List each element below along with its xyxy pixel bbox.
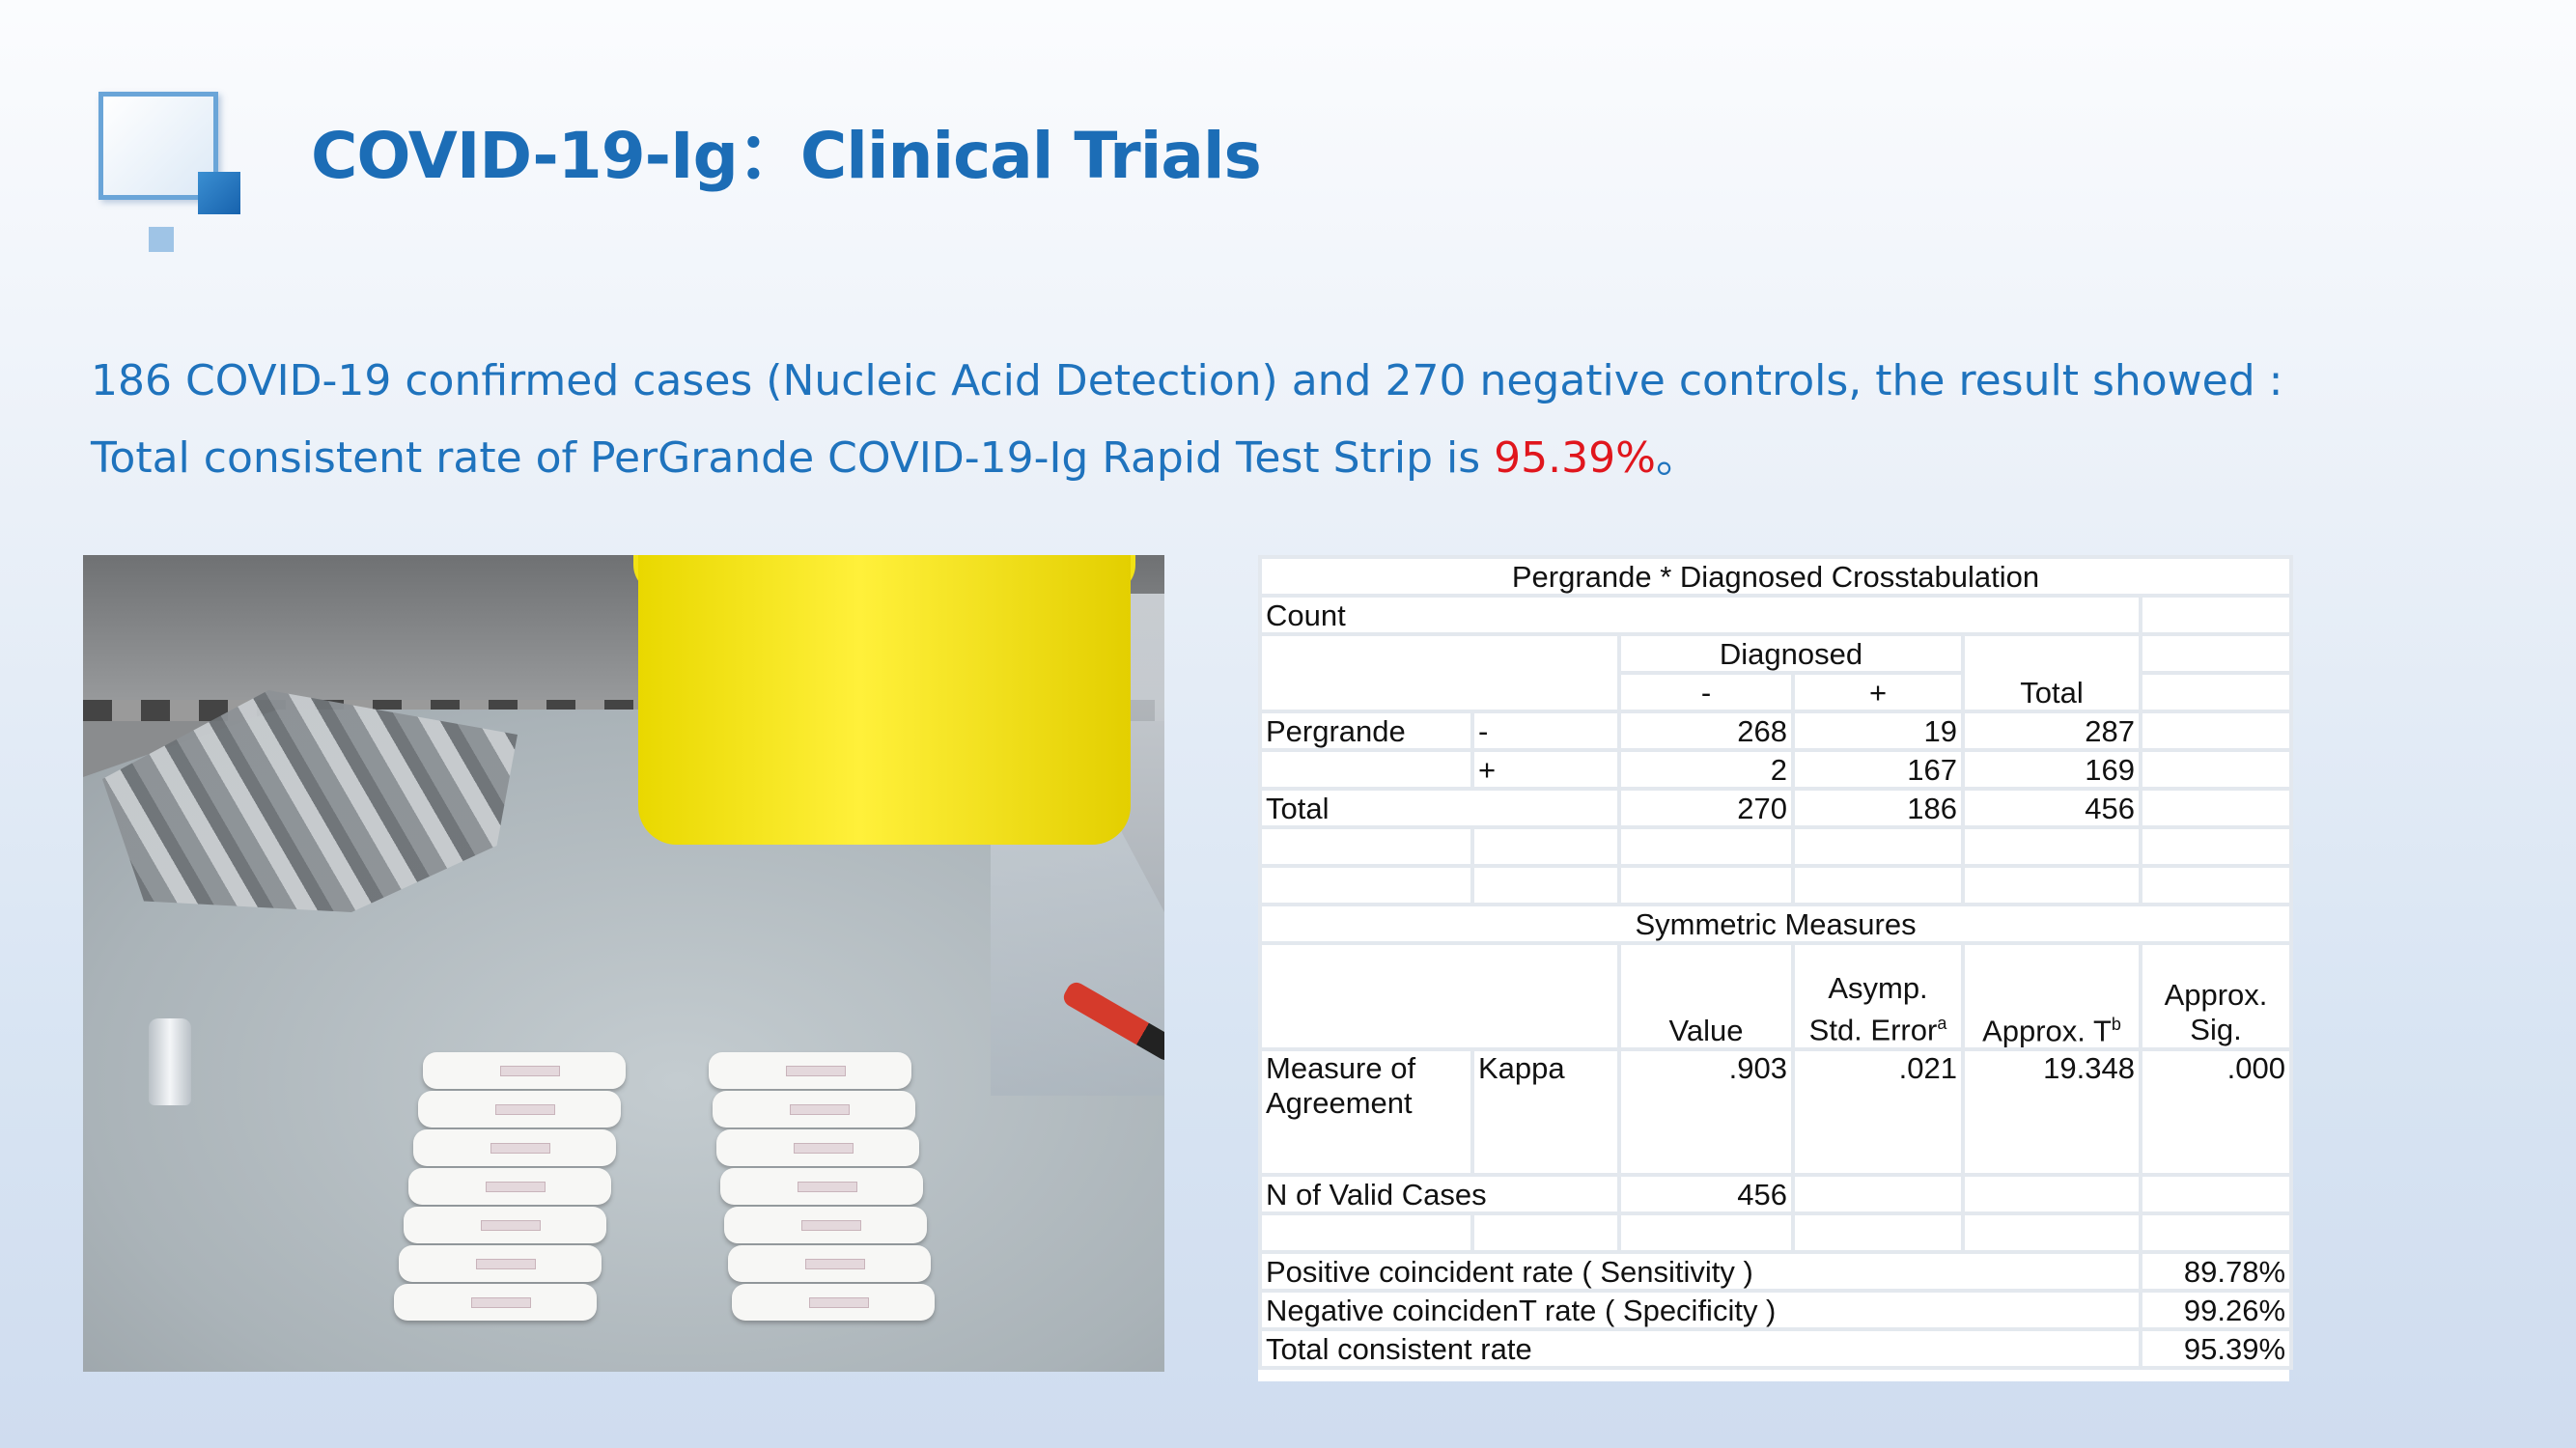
logo-small-square-icon: [149, 227, 174, 252]
test-strip: [394, 1284, 597, 1321]
spacer-row: [1258, 825, 2294, 868]
test-strip: [728, 1245, 931, 1282]
table-row: N of Valid Cases 456: [1258, 1173, 2294, 1215]
kappa-label: Kappa: [1470, 1047, 1621, 1177]
cell-value: 169: [1961, 748, 2142, 791]
total-rate-highlight: 95.39%: [1494, 433, 1656, 483]
count-row: Count: [1258, 594, 2294, 636]
results-table: Pergrande * Diagnosed Crosstabulation Co…: [1257, 555, 2294, 1370]
total-rate-label: Total consistent rate: [1258, 1327, 2142, 1370]
col-value-header: Value: [1617, 941, 1795, 1051]
col-asymp-header: Asymp. Std. Errora: [1791, 941, 1965, 1051]
test-strips-photo: [83, 555, 1164, 1372]
symmetric-title: Symmetric Measures: [1257, 903, 2294, 945]
col-approx-sig-header: Approx. Sig.: [2138, 941, 2294, 1051]
col-negative-header: -: [1617, 671, 1795, 713]
intro-line-1: 186 COVID-19 confirmed cases (Nucleic Ac…: [91, 356, 2283, 405]
intro-line-2: Total consistent rate of PerGrande COVID…: [91, 420, 2408, 497]
cell-value: 456: [1961, 787, 2142, 829]
row-label: +: [1470, 748, 1621, 791]
test-strip: [713, 1091, 915, 1128]
kappa-sig: .000: [2138, 1047, 2294, 1177]
cell-value: 287: [1961, 710, 2142, 752]
intro-text: 186 COVID-19 confirmed cases (Nucleic Ac…: [91, 343, 2408, 497]
rate-row: Negative coincidenT rate ( Specificity )…: [1258, 1289, 2294, 1331]
cell-value: 19: [1791, 710, 1965, 752]
sensitivity-value: 89.78%: [2138, 1250, 2294, 1293]
logo-frame-icon: [98, 92, 218, 200]
row-label: -: [1470, 710, 1621, 752]
page-title: COVID-19-Ig：Clinical Trials: [311, 119, 1262, 193]
valid-cases-value: 456: [1617, 1173, 1795, 1215]
intro-line-2-suffix: 。: [1655, 433, 1698, 483]
cell-value: 186: [1791, 787, 1965, 829]
rate-row: Positive coincident rate ( Sensitivity )…: [1258, 1250, 2294, 1293]
diagnosed-header: Diagnosed: [1617, 632, 1965, 675]
cell-value: 2: [1617, 748, 1795, 791]
col-approx-t-header: Approx. Tb: [1961, 941, 2142, 1051]
sensitivity-label: Positive coincident rate ( Sensitivity ): [1258, 1250, 2142, 1293]
kappa-asymp: .021: [1791, 1047, 1965, 1177]
photo-yellow-bucket: [638, 555, 1131, 845]
cell-value: 270: [1617, 787, 1795, 829]
spacer-row: [1258, 1211, 2294, 1254]
results-table-panel: Pergrande * Diagnosed Crosstabulation Co…: [1257, 555, 2294, 1381]
spacer-row: [1258, 864, 2294, 906]
intro-line-2-prefix: Total consistent rate of PerGrande COVID…: [91, 433, 1495, 483]
total-row: Total 270 186 456: [1258, 787, 2294, 829]
specificity-value: 99.26%: [2138, 1289, 2294, 1331]
test-strip: [423, 1052, 626, 1089]
crosstab-title: Pergrande * Diagnosed Crosstabulation: [1257, 555, 2294, 598]
rate-row: Total consistent rate 95.39%: [1258, 1327, 2294, 1370]
count-label: Count: [1258, 594, 2142, 636]
symmetric-header-row: Value Asymp. Std. Errora Approx. Tb Appr…: [1258, 941, 2294, 1051]
test-strip: [399, 1245, 602, 1282]
cell-value: 268: [1617, 710, 1795, 752]
valid-cases-label: N of Valid Cases: [1258, 1173, 1621, 1215]
logo-square-icon: [198, 172, 240, 214]
test-strip: [408, 1168, 611, 1205]
table-row: Pergrande - 268 19 287: [1258, 710, 2294, 752]
diagnosed-row: Diagnosed Total: [1258, 632, 2294, 713]
kappa-t: 19.348: [1961, 1047, 2142, 1177]
total-row-label: Total: [1258, 787, 1621, 829]
photo-buffer-vial: [149, 1018, 191, 1105]
row-group-label: Pergrande: [1258, 710, 1474, 752]
test-strip: [724, 1207, 927, 1243]
test-strip: [732, 1284, 935, 1321]
col-positive-header: +: [1791, 671, 1965, 713]
measure-label: Measure of Agreement: [1258, 1047, 1474, 1177]
table-row: + 2 167 169: [1258, 748, 2294, 791]
sign-header-row: - +: [1260, 671, 2294, 713]
crosstab-title-row: Pergrande * Diagnosed Crosstabulation: [1257, 555, 2294, 598]
specificity-label: Negative coincidenT rate ( Specificity ): [1258, 1289, 2142, 1331]
test-strip: [709, 1052, 911, 1089]
table-row: Measure of Agreement Kappa .903 .021 19.…: [1258, 1047, 2294, 1177]
kappa-value: .903: [1617, 1047, 1795, 1177]
symmetric-title-row: Symmetric Measures: [1257, 903, 2294, 945]
test-strip: [418, 1091, 621, 1128]
test-strip: [413, 1129, 616, 1166]
total-header: Total: [1961, 632, 2142, 713]
cell-value: 167: [1791, 748, 1965, 791]
test-strip: [404, 1207, 606, 1243]
test-strip: [720, 1168, 923, 1205]
test-strip: [716, 1129, 919, 1166]
total-rate-value: 95.39%: [2138, 1327, 2294, 1370]
